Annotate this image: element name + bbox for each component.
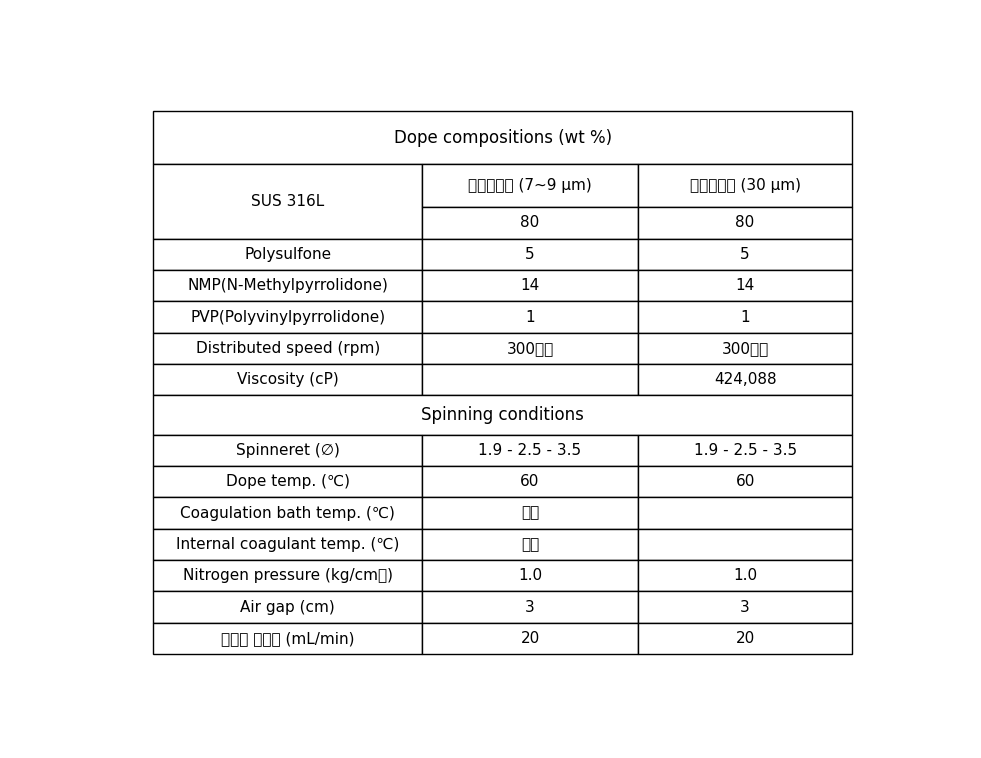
- Text: 1.9 - 2.5 - 3.5: 1.9 - 2.5 - 3.5: [694, 443, 797, 458]
- Text: Internal coagulant temp. (℃): Internal coagulant temp. (℃): [176, 537, 399, 552]
- Bar: [153, 111, 852, 164]
- Bar: [153, 466, 423, 497]
- Text: 응고욕 주입량 (mL/min): 응고욕 주입량 (mL/min): [221, 631, 354, 646]
- Bar: [153, 239, 423, 270]
- Bar: [638, 591, 852, 623]
- Bar: [423, 466, 638, 497]
- Bar: [153, 164, 423, 239]
- Text: SUS 316L: SUS 316L: [251, 193, 325, 208]
- Bar: [638, 270, 852, 302]
- Text: Polysulfone: Polysulfone: [244, 247, 332, 262]
- Text: 5: 5: [741, 247, 749, 262]
- Text: Nitrogen pressure (kg/cm㎡): Nitrogen pressure (kg/cm㎡): [182, 568, 392, 583]
- Text: 상온: 상온: [521, 537, 540, 552]
- Text: 1.0: 1.0: [518, 568, 542, 583]
- Text: NMP(N-Methylpyrrolidone): NMP(N-Methylpyrrolidone): [187, 278, 388, 293]
- Text: Spinneret (∅): Spinneret (∅): [235, 443, 339, 458]
- Bar: [423, 529, 638, 560]
- Text: 1.9 - 2.5 - 3.5: 1.9 - 2.5 - 3.5: [479, 443, 582, 458]
- Text: 14: 14: [736, 278, 754, 293]
- Text: 80: 80: [736, 215, 754, 230]
- Text: 60: 60: [520, 475, 540, 489]
- Text: Viscosity (cP): Viscosity (cP): [236, 372, 338, 387]
- Text: 20: 20: [736, 631, 754, 646]
- Text: 20: 20: [520, 631, 540, 646]
- Text: PVP(Polyvinylpyrrolidone): PVP(Polyvinylpyrrolidone): [190, 309, 386, 324]
- Text: 300이상: 300이상: [721, 341, 769, 356]
- Bar: [153, 396, 852, 434]
- Bar: [423, 591, 638, 623]
- Bar: [638, 434, 852, 466]
- Bar: [153, 364, 423, 396]
- Text: 상온: 상온: [521, 506, 540, 521]
- Bar: [423, 434, 638, 466]
- Text: 3: 3: [525, 600, 535, 615]
- Bar: [423, 270, 638, 302]
- Bar: [423, 623, 638, 654]
- Bar: [638, 239, 852, 270]
- Text: 300이상: 300이상: [506, 341, 553, 356]
- Bar: [423, 560, 638, 591]
- Bar: [638, 529, 852, 560]
- Text: Air gap (cm): Air gap (cm): [240, 600, 336, 615]
- Bar: [153, 497, 423, 529]
- Text: Dope compositions (wt %): Dope compositions (wt %): [393, 129, 612, 146]
- Bar: [153, 270, 423, 302]
- Text: 1: 1: [525, 309, 535, 324]
- Bar: [638, 560, 852, 591]
- Bar: [153, 302, 423, 333]
- Bar: [423, 164, 638, 207]
- Bar: [153, 591, 423, 623]
- Bar: [423, 333, 638, 364]
- Bar: [423, 302, 638, 333]
- Text: Coagulation bath temp. (℃): Coagulation bath temp. (℃): [181, 506, 395, 521]
- Text: Distributed speed (rpm): Distributed speed (rpm): [195, 341, 380, 356]
- Bar: [153, 333, 423, 364]
- Bar: [638, 623, 852, 654]
- Text: 424,088: 424,088: [714, 372, 776, 387]
- Bar: [423, 497, 638, 529]
- Bar: [638, 466, 852, 497]
- Bar: [423, 239, 638, 270]
- Text: 5: 5: [525, 247, 535, 262]
- Text: 3: 3: [741, 600, 750, 615]
- Text: 60: 60: [736, 475, 754, 489]
- Text: 입자사이즈 (7~9 μm): 입자사이즈 (7~9 μm): [468, 178, 592, 193]
- Text: 입자사이즈 (30 μm): 입자사이즈 (30 μm): [690, 178, 800, 193]
- Text: Dope temp. (℃): Dope temp. (℃): [226, 475, 349, 489]
- Bar: [638, 364, 852, 396]
- Bar: [153, 434, 423, 466]
- Bar: [638, 333, 852, 364]
- Bar: [638, 302, 852, 333]
- Bar: [153, 623, 423, 654]
- Bar: [153, 560, 423, 591]
- Bar: [423, 364, 638, 396]
- Bar: [638, 164, 852, 207]
- Bar: [423, 207, 638, 239]
- Text: 1.0: 1.0: [733, 568, 757, 583]
- Bar: [153, 529, 423, 560]
- Bar: [638, 497, 852, 529]
- Text: Spinning conditions: Spinning conditions: [421, 406, 585, 424]
- Text: 14: 14: [520, 278, 540, 293]
- Bar: [638, 207, 852, 239]
- Text: 80: 80: [520, 215, 540, 230]
- Text: 1: 1: [741, 309, 749, 324]
